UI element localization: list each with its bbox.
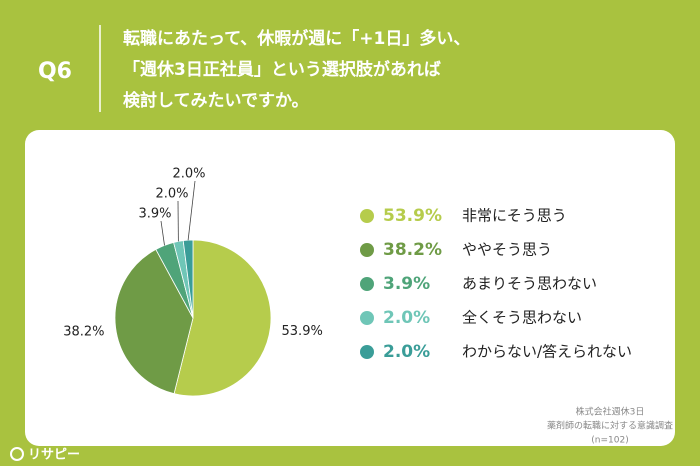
legend-swatch <box>360 277 374 291</box>
question-badge: Q6 <box>38 59 72 84</box>
logo-icon <box>10 447 24 461</box>
legend-value: 2.0% <box>383 342 430 362</box>
data-label: 38.2% <box>63 324 104 339</box>
source: 薬剤師の転職に対する意識調査 <box>547 420 673 432</box>
legend-swatch <box>360 209 374 223</box>
leader-line <box>187 180 196 241</box>
legend-swatch <box>360 345 374 359</box>
legend-value: 2.0% <box>383 308 430 328</box>
legend-value: 3.9% <box>383 274 430 294</box>
legend-label: 非常にそう思う <box>462 207 567 225</box>
data-label: 2.0% <box>172 167 205 182</box>
pie-slice <box>173 239 272 397</box>
data-label: 3.9% <box>138 207 171 222</box>
title-line: 検討してみたいですか。 <box>123 90 309 111</box>
data-label: 53.9% <box>282 324 323 339</box>
logo: リサピー <box>28 448 80 463</box>
leader-line <box>160 220 165 246</box>
pie-slice <box>114 248 194 395</box>
title-line: 転職にあたって、休暇が週に「+1日」多い、 <box>123 28 470 49</box>
title-line: 「週休3日正社員」という選択肢があれば <box>123 59 441 80</box>
legend-swatch <box>360 311 374 325</box>
legend-value: 53.9% <box>383 206 442 226</box>
source: (n=102) <box>591 436 628 446</box>
legend-value: 38.2% <box>383 240 442 260</box>
legend-label: ややそう思う <box>462 241 552 259</box>
legend-label: わからない/答えられない <box>462 343 632 361</box>
legend-label: 全くそう思わない <box>462 309 582 327</box>
legend-label: あまりそう思わない <box>462 275 597 293</box>
source: 株式会社週休3日 <box>576 406 645 418</box>
data-label: 2.0% <box>155 187 188 202</box>
legend-swatch <box>360 243 374 257</box>
